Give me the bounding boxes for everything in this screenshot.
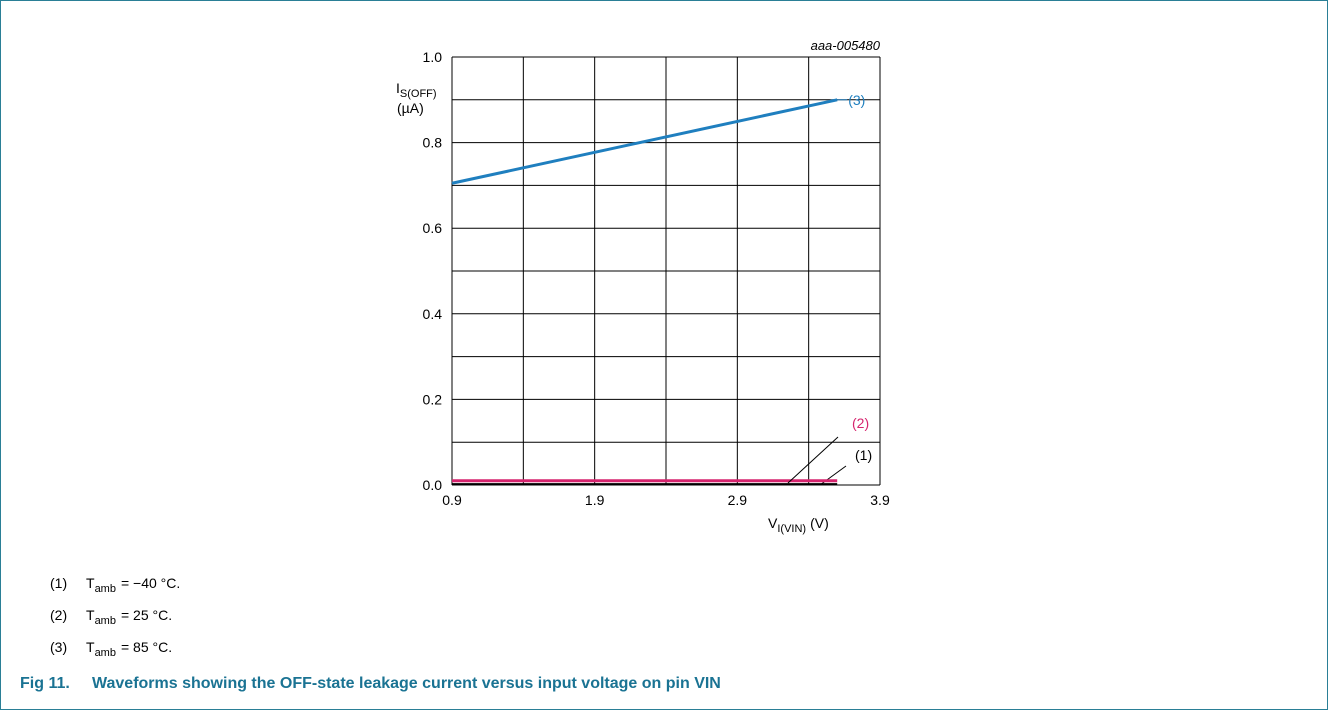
leader-line bbox=[787, 436, 839, 484]
y-label-subscript: S(OFF) bbox=[400, 88, 437, 100]
note-symbol: T bbox=[86, 607, 95, 623]
x-tick-label: 2.9 bbox=[728, 492, 748, 508]
note-label: (1) bbox=[50, 575, 67, 591]
x-tick-label: 3.9 bbox=[870, 492, 890, 508]
x-label-subscript: I(VIN) bbox=[777, 523, 806, 535]
note-symbol: T bbox=[86, 575, 95, 591]
notes: (1) Tamb = −40 °C. (2) Tamb = 25 °C. (3) Tamb = … bbox=[50, 575, 180, 659]
x-tick-label: 1.9 bbox=[585, 492, 605, 508]
caption-number: Fig 11. bbox=[20, 675, 70, 692]
y-tick-label: 0.0 bbox=[423, 477, 443, 493]
x-label-unit: (V) bbox=[810, 515, 829, 531]
y-tick-label: 1.0 bbox=[423, 49, 443, 65]
series-label: (3) bbox=[848, 92, 865, 108]
y-tick-label: 0.8 bbox=[423, 135, 443, 151]
x-tick-label: 0.9 bbox=[442, 492, 462, 508]
note-label: (2) bbox=[50, 607, 67, 623]
note-value: = 85 °C. bbox=[121, 639, 172, 655]
note-subscript: amb bbox=[95, 583, 116, 595]
y-axis-unit: (µA) bbox=[397, 100, 424, 116]
y-tick-label: 0.6 bbox=[423, 220, 443, 236]
x-axis-label: VI(VIN) (V) bbox=[768, 515, 829, 535]
series-label: (1) bbox=[855, 447, 872, 463]
y-tick-label: 0.4 bbox=[423, 306, 443, 322]
note-symbol: T bbox=[86, 639, 95, 655]
y-axis-label: IS(OFF) bbox=[396, 80, 437, 100]
caption-text: Waveforms showing the OFF-state leakage … bbox=[92, 675, 721, 692]
note-label: (3) bbox=[50, 639, 67, 655]
series-line bbox=[451, 98, 838, 185]
note-text: Tamb = −40 °C. bbox=[86, 575, 180, 595]
x-label-symbol: V bbox=[768, 515, 778, 531]
figure-id: aaa-005480 bbox=[811, 38, 881, 53]
y-label-symbol: I bbox=[396, 80, 400, 96]
note-subscript: amb bbox=[95, 647, 116, 659]
series-label: (2) bbox=[852, 415, 869, 431]
y-tick-label: 0.2 bbox=[423, 391, 443, 407]
note-value: = 25 °C. bbox=[121, 607, 172, 623]
note-subscript: amb bbox=[95, 615, 116, 627]
note-text: Tamb = 85 °C. bbox=[86, 639, 172, 659]
note-value: = −40 °C. bbox=[121, 575, 180, 591]
note-text: Tamb = 25 °C. bbox=[86, 607, 172, 627]
